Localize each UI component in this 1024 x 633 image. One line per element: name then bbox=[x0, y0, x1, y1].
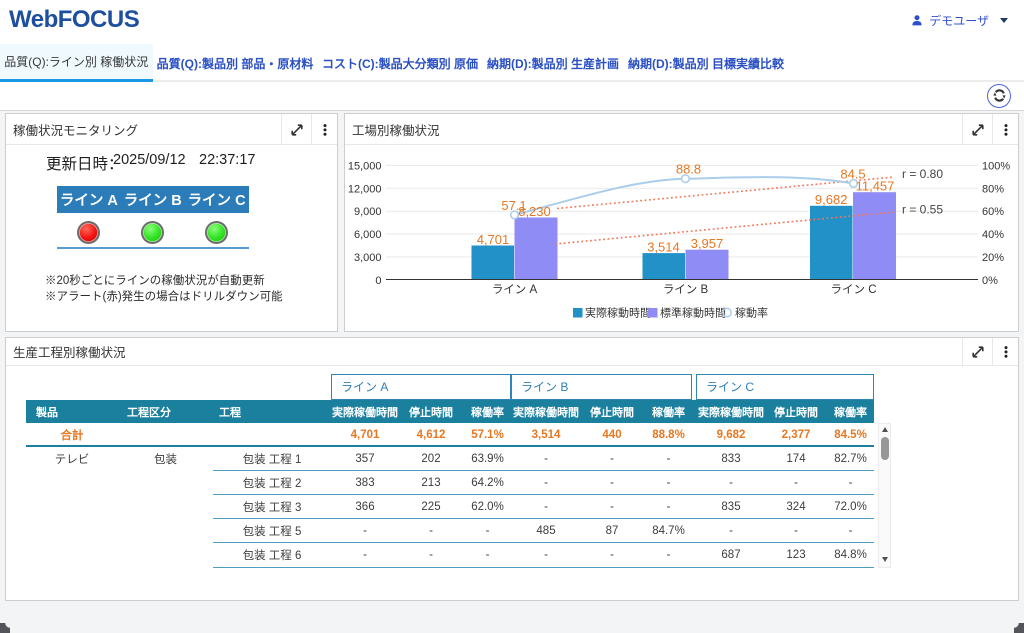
svg-text:8,230: 8,230 bbox=[518, 204, 551, 219]
svg-text:ライン C: ライン C bbox=[831, 284, 877, 296]
svg-text:3,000: 3,000 bbox=[354, 252, 382, 264]
svg-text:0: 0 bbox=[375, 275, 381, 287]
svg-text:4,701: 4,701 bbox=[477, 232, 510, 247]
svg-text:20%: 20% bbox=[982, 252, 1004, 264]
svg-text:実際稼動時間: 実際稼動時間 bbox=[585, 305, 651, 319]
svg-text:80%: 80% bbox=[982, 183, 1004, 195]
svg-text:9,000: 9,000 bbox=[354, 206, 382, 218]
svg-text:57.1: 57.1 bbox=[501, 198, 526, 213]
svg-text:88.8: 88.8 bbox=[676, 162, 701, 177]
svg-text:0%: 0% bbox=[982, 275, 998, 287]
svg-text:3,514: 3,514 bbox=[647, 240, 680, 255]
svg-text:稼動率: 稼動率 bbox=[735, 305, 768, 319]
svg-text:r = 0.80: r = 0.80 bbox=[902, 167, 943, 181]
svg-text:15,000: 15,000 bbox=[348, 160, 382, 172]
svg-text:40%: 40% bbox=[982, 229, 1004, 241]
svg-text:標準稼動時間: 標準稼動時間 bbox=[660, 305, 726, 319]
svg-text:ライン A: ライン A bbox=[492, 284, 538, 296]
svg-text:ライン B: ライン B bbox=[663, 284, 709, 296]
svg-text:12,000: 12,000 bbox=[348, 183, 382, 195]
svg-text:84.5: 84.5 bbox=[840, 167, 865, 182]
svg-text:r = 0.55: r = 0.55 bbox=[902, 203, 943, 217]
svg-text:3,957: 3,957 bbox=[691, 236, 724, 251]
svg-text:9,682: 9,682 bbox=[815, 192, 848, 207]
svg-text:11,457: 11,457 bbox=[856, 179, 895, 194]
svg-text:6,000: 6,000 bbox=[354, 229, 382, 241]
svg-text:100%: 100% bbox=[982, 160, 1010, 172]
svg-text:60%: 60% bbox=[982, 206, 1004, 218]
